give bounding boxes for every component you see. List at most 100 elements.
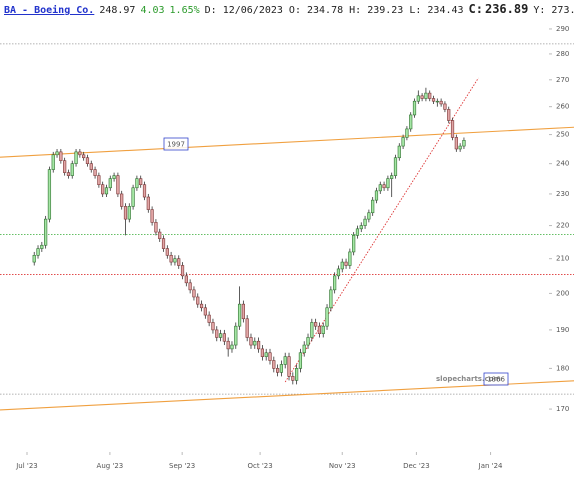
candle-body (333, 275, 337, 291)
candle-body (371, 199, 375, 214)
candle-body (287, 356, 291, 377)
candle-body (70, 163, 74, 176)
candle-body (207, 314, 211, 323)
candle-body (295, 368, 299, 381)
candle-body (355, 228, 360, 236)
candle-body (317, 325, 322, 334)
close: 236.89 (484, 2, 529, 16)
candle-body (116, 175, 120, 195)
y-tick-label: 190 (556, 326, 569, 334)
candle-body (177, 258, 181, 266)
candle-body (180, 265, 185, 277)
candle-body (431, 98, 436, 102)
y-tick-label: 290 (556, 25, 569, 33)
candle-body (66, 172, 71, 176)
details: D: 12/06/2023 O: 234.78 H: 239.23 L: 234… (204, 5, 464, 16)
trendline (284, 77, 479, 383)
candle-body (249, 337, 253, 346)
candle-body (272, 360, 276, 369)
y-tick-label: 200 (556, 289, 569, 297)
candle-body (450, 120, 455, 138)
symbol[interactable]: BA - Boeing Co. (4, 5, 95, 16)
candle-body (291, 376, 295, 381)
y-tick-label: 280 (556, 50, 569, 58)
change-pct: 1.65% (169, 5, 200, 16)
candle-body (199, 303, 204, 309)
candle-body (44, 218, 48, 246)
candle-body (367, 212, 371, 220)
candle-body (101, 184, 105, 195)
candle-body (222, 333, 226, 342)
candle-body (264, 352, 268, 357)
candle-body (184, 275, 188, 284)
candle-body (348, 251, 352, 266)
candle-body (329, 289, 333, 309)
candle-body (321, 325, 325, 334)
candle-body (226, 340, 230, 350)
candle-body (314, 322, 318, 327)
candle-body (397, 145, 401, 159)
x-tick-label: Oct '23 (248, 462, 273, 470)
candle-body (420, 95, 424, 99)
y-tick-label: 260 (556, 103, 569, 111)
candle-body (108, 178, 112, 189)
candle-body (428, 92, 432, 99)
close-label: C: (468, 2, 483, 16)
annotation-box (483, 372, 509, 386)
change: 4.03 (140, 5, 165, 16)
candle-body (352, 235, 356, 253)
candle-body (230, 344, 234, 350)
candle-body (416, 95, 420, 102)
x-tick-label: Nov '23 (329, 462, 356, 470)
candle-body (393, 157, 398, 176)
candle-body (279, 364, 284, 373)
candle-body (454, 137, 458, 150)
candle-body (374, 190, 379, 201)
candle-body (150, 209, 154, 223)
last-price: 248.97 (99, 5, 136, 16)
candle-body (169, 255, 173, 263)
candle-body (405, 128, 409, 138)
annotation-box (163, 137, 189, 151)
candle-body (192, 289, 196, 298)
candle-body (47, 169, 52, 220)
candle-body (93, 169, 97, 176)
x-tick-label: Dec '23 (403, 462, 430, 470)
candle-body (188, 282, 192, 291)
candle-body (146, 196, 150, 210)
candle-body (40, 244, 44, 249)
y-tick-label: 250 (556, 131, 569, 139)
candle-body (139, 178, 143, 186)
annotation: 1997 (167, 141, 185, 149)
candle-body (173, 258, 177, 263)
candle-body (447, 109, 451, 121)
candle-body (363, 218, 367, 226)
y-tick-label: 170 (556, 405, 569, 413)
candle-body (245, 318, 249, 338)
candle-body (158, 231, 162, 239)
candle-body (443, 103, 447, 110)
x-tick-label: Aug '23 (97, 462, 124, 470)
header: BA - Boeing Co. 248.97 4.03 1.65% D: 12/06/2… (4, 1, 574, 17)
candle-body (409, 114, 413, 130)
candle-body (97, 175, 101, 186)
candle-body (196, 296, 200, 305)
candle-body (458, 145, 462, 150)
candle-body (378, 184, 382, 192)
candle-body (435, 100, 439, 103)
candle-body (135, 178, 139, 189)
extra: Y: 273.0 (533, 5, 574, 16)
annotation: 1866 (487, 376, 505, 384)
candle-body (340, 261, 344, 270)
candle-body (256, 340, 261, 350)
candle-body (439, 100, 443, 105)
y-tick-label: 210 (556, 255, 569, 263)
candle-body (32, 255, 36, 263)
candle-body (268, 352, 272, 361)
x-tick-label: Jan '24 (478, 462, 503, 470)
candle-body (412, 100, 417, 116)
watermark: slopecharts.com (436, 375, 501, 383)
candle-body (55, 151, 59, 156)
candle-body (161, 238, 166, 249)
